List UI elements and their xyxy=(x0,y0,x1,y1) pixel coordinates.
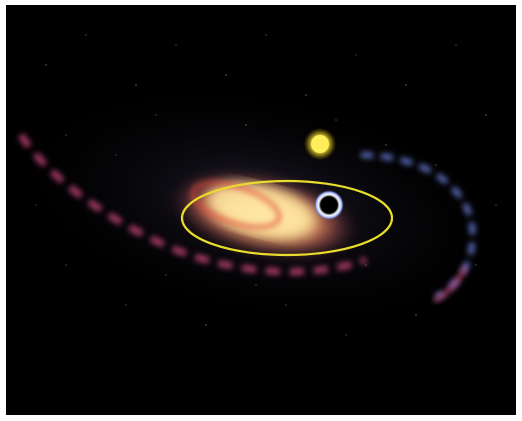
galaxy-core-red-rim xyxy=(190,180,282,230)
orbit-ellipse xyxy=(180,179,394,257)
background-stars xyxy=(35,34,497,336)
galaxy-scene xyxy=(6,34,516,336)
blue-spiral-arm xyxy=(360,152,476,300)
black-hole-center xyxy=(322,198,336,212)
arm-tail xyxy=(432,265,469,304)
pink-spiral-arm xyxy=(18,133,368,276)
image-frame xyxy=(6,5,516,415)
star-core xyxy=(311,135,329,153)
